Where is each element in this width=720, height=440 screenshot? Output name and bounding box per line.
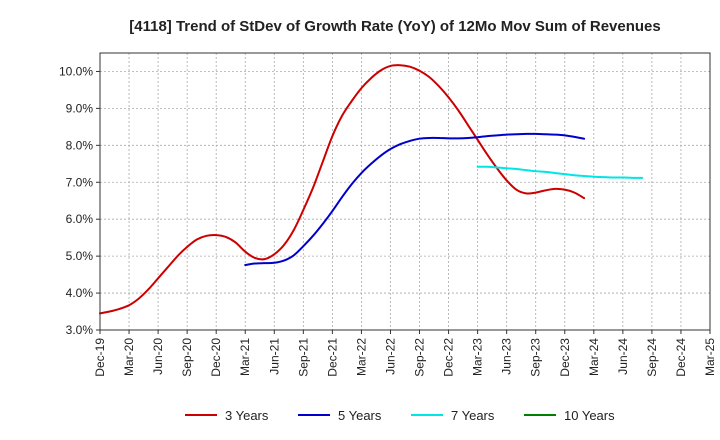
grid-lines xyxy=(99,53,711,331)
x-tick-label: Sep-20 xyxy=(180,338,194,377)
x-tick-label: Mar-23 xyxy=(471,338,485,376)
x-tick-label: Dec-20 xyxy=(209,338,223,377)
y-tick-label: 6.0% xyxy=(66,212,94,226)
x-tick-label: Mar-22 xyxy=(354,338,368,376)
y-tick-label: 8.0% xyxy=(66,138,94,152)
series-line-5-years xyxy=(244,132,586,266)
legend-label-7-years: 7 Years xyxy=(451,408,495,423)
x-tick-label: Jun-24 xyxy=(616,338,630,375)
y-tick-label: 10.0% xyxy=(59,64,93,78)
plot-frame xyxy=(99,52,711,331)
legend-label-3-years: 3 Years xyxy=(225,408,269,423)
x-tick-label: Mar-21 xyxy=(238,338,252,376)
plot-area xyxy=(99,52,711,331)
x-tick-label: Jun-21 xyxy=(267,338,281,375)
legend-label-10-years: 10 Years xyxy=(564,408,615,423)
legend: 3 Years 5 Years 7 Years 10 Years xyxy=(185,408,615,423)
y-tick-label: 3.0% xyxy=(66,323,94,337)
y-tick-label: 9.0% xyxy=(66,101,94,115)
x-tick-label: Dec-23 xyxy=(558,338,572,377)
x-tick-label: Mar-20 xyxy=(122,338,136,376)
legend-label-5-years: 5 Years xyxy=(338,408,382,423)
x-tick-label: Sep-23 xyxy=(529,338,543,377)
series-line-7-years xyxy=(476,165,644,179)
x-tick-label: Sep-24 xyxy=(645,338,659,377)
x-tick-label: Jun-20 xyxy=(151,338,165,375)
series-line-3-years xyxy=(99,64,586,315)
y-axis: 3.0% 4.0% 5.0% 6.0% 7.0% 8.0% 9.0% 10.0% xyxy=(59,64,100,337)
x-tick-label: Mar-24 xyxy=(587,338,601,376)
y-tick-label: 5.0% xyxy=(66,249,94,263)
x-tick-label: Jun-23 xyxy=(500,338,514,375)
y-tick-label: 7.0% xyxy=(66,175,94,189)
x-axis: Dec-19 Mar-20 Jun-20 Sep-20 Dec-20 Mar-21 Jun-… xyxy=(93,330,717,377)
y-tick-label: 4.0% xyxy=(66,286,94,300)
x-tick-label: Dec-21 xyxy=(325,338,339,377)
x-tick-label: Mar-25 xyxy=(703,338,717,376)
chart-title: [4118] Trend of StDev of Growth Rate (Yo… xyxy=(129,18,660,35)
x-tick-label: Jun-22 xyxy=(383,338,397,375)
x-tick-label: Sep-22 xyxy=(413,338,427,377)
x-tick-label: Sep-21 xyxy=(296,338,310,377)
plot-background xyxy=(100,53,710,330)
x-tick-label: Dec-22 xyxy=(442,338,456,377)
x-tick-label: Dec-19 xyxy=(93,338,107,377)
series-lines xyxy=(99,64,644,315)
x-tick-label: Dec-24 xyxy=(674,338,688,377)
